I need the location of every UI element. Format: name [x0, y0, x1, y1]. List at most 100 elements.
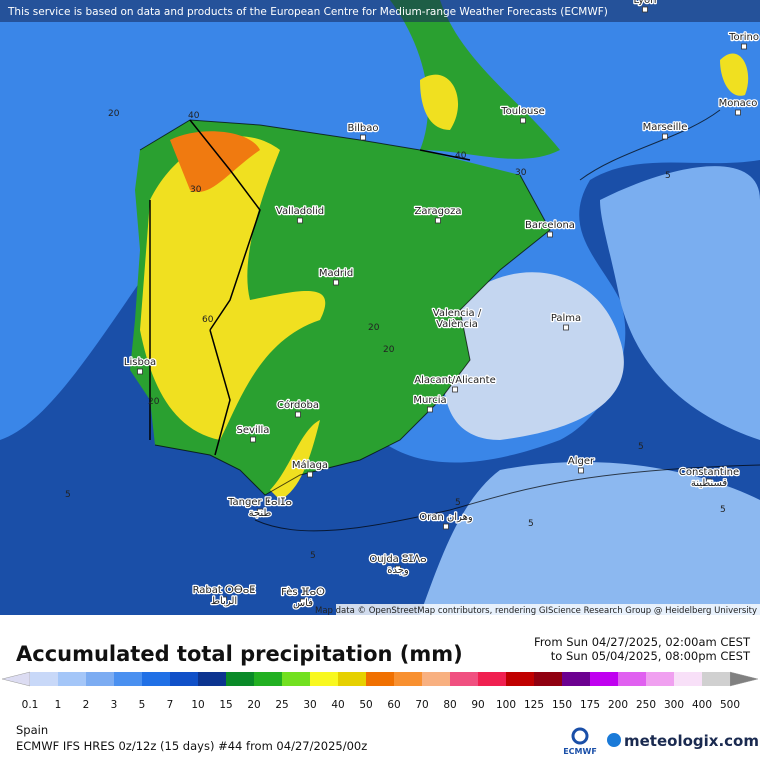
- city-label: Tanger ⵟⴰⵏⵊⴰ: [227, 497, 292, 508]
- city-marker: [642, 6, 648, 13]
- city-label: Málaga: [292, 459, 328, 471]
- contour-label: 5: [65, 490, 71, 500]
- precip-dry: [443, 272, 624, 440]
- legend-label: 7: [167, 699, 174, 711]
- ecmwf-icon: [571, 727, 589, 745]
- title: Accumulated total precipitation (mm): [16, 642, 463, 666]
- city-label: Lisboa: [124, 357, 156, 368]
- city-marker: [435, 217, 441, 224]
- city-marker: [295, 411, 301, 418]
- coastline: [139, 109, 760, 532]
- city-marker: [443, 523, 449, 530]
- legend-swatch: [310, 672, 338, 686]
- map: This service is based on data and produc…: [0, 0, 760, 616]
- legend-swatch: [646, 672, 674, 686]
- city-marker: [427, 406, 433, 413]
- legend-label: 150: [552, 699, 572, 711]
- legend-swatch: [58, 672, 86, 686]
- city-label: Rabat ⵔⴱⴰⵟ: [193, 585, 256, 596]
- city-label: Oujda ⵓⵊⴷⴰ: [369, 554, 426, 565]
- legend-arrow-left: [1, 671, 31, 687]
- city-label: Murcia: [413, 395, 446, 406]
- legend-label: 3: [111, 699, 118, 711]
- legend-swatch: [618, 672, 646, 686]
- city-marker: [706, 478, 712, 485]
- city-marker: [662, 133, 668, 140]
- city-label-2: قسنطينة: [691, 478, 728, 489]
- contour-label: 30: [190, 185, 202, 195]
- legend-label: 0.1: [22, 699, 39, 711]
- city-label: Barcelona: [525, 220, 575, 231]
- legend-swatch: [702, 672, 730, 686]
- legend-label: 500: [720, 699, 740, 711]
- notice-bar: [0, 0, 760, 22]
- legend-label: 10: [191, 699, 204, 711]
- city-label-2: València: [436, 318, 478, 330]
- legend-swatch: [254, 672, 282, 686]
- legend-label: 100: [496, 699, 516, 711]
- city-label: Zaragoza: [414, 206, 461, 217]
- legend-swatch: [506, 672, 534, 686]
- contour-label: 20: [383, 345, 395, 355]
- city-marker: [300, 598, 306, 605]
- date-from: From Sun 04/27/2025, 02:00am CEST: [534, 635, 751, 649]
- city-label: Alger: [568, 456, 595, 467]
- legend-label: 5: [139, 699, 146, 711]
- attribution-bg: [336, 604, 760, 615]
- legend-swatch: [114, 672, 142, 686]
- contour-label: 5: [720, 505, 726, 515]
- city-marker: [563, 324, 569, 331]
- legend-swatch: [86, 672, 114, 686]
- legend-swatch: [142, 672, 170, 686]
- city-label: Constantine: [679, 467, 739, 478]
- city-label: Toulouse: [500, 106, 544, 117]
- city-label: Monaco: [719, 98, 758, 109]
- city-label-2: الرباط: [211, 596, 237, 607]
- contour-label: 5: [455, 498, 461, 508]
- city-label: Córdoba: [277, 399, 319, 411]
- brand: meteologix.com: [624, 732, 759, 750]
- city-marker: [395, 565, 401, 572]
- contour-label: 40: [455, 151, 467, 161]
- contour-label: 20: [148, 397, 160, 407]
- legend-label: 15: [219, 699, 232, 711]
- legend-swatch: [198, 672, 226, 686]
- legend-label: 30: [303, 699, 316, 711]
- brand-icon: [607, 733, 621, 747]
- legend-label: 250: [636, 699, 656, 711]
- legend-label: 175: [580, 699, 600, 711]
- contour-label: 5: [310, 551, 316, 561]
- city-label: Valencia /: [433, 308, 482, 319]
- notice: This service is based on data and produc…: [7, 6, 608, 18]
- precip-low2: [600, 166, 760, 440]
- legend-swatch: [674, 672, 702, 686]
- legend-arrow-right: [729, 671, 759, 687]
- contour-label: 30: [515, 168, 527, 178]
- legend-swatch: [478, 672, 506, 686]
- city-marker: [221, 596, 227, 603]
- legend-swatch: [170, 672, 198, 686]
- contour-label: 5: [528, 519, 534, 529]
- precip-yellow: [140, 136, 326, 440]
- legend-swatch: [562, 672, 590, 686]
- city-label: Oran وهران: [419, 512, 473, 523]
- city-label: Alacant/Alicante: [414, 375, 495, 386]
- city-marker: [297, 217, 303, 224]
- city-label: Fès ⴼⴰⵙ: [281, 586, 325, 598]
- precip-low3: [420, 461, 760, 615]
- legend-swatch: [422, 672, 450, 686]
- legend-label: 400: [692, 699, 712, 711]
- city-label: Madrid: [319, 268, 353, 279]
- city-label: Lyon: [633, 0, 656, 6]
- city-marker: [578, 467, 584, 474]
- legend-label: 90: [471, 699, 484, 711]
- city-label-2: طنجة: [249, 508, 272, 519]
- legend-label: 70: [415, 699, 428, 711]
- legend-label: 300: [664, 699, 684, 711]
- city-label: Valladolid: [276, 206, 324, 217]
- legend-swatch: [30, 672, 58, 686]
- city-marker: [452, 386, 458, 393]
- city-marker: [454, 319, 460, 326]
- city-marker: [735, 109, 741, 116]
- city-label: Palma: [551, 313, 581, 324]
